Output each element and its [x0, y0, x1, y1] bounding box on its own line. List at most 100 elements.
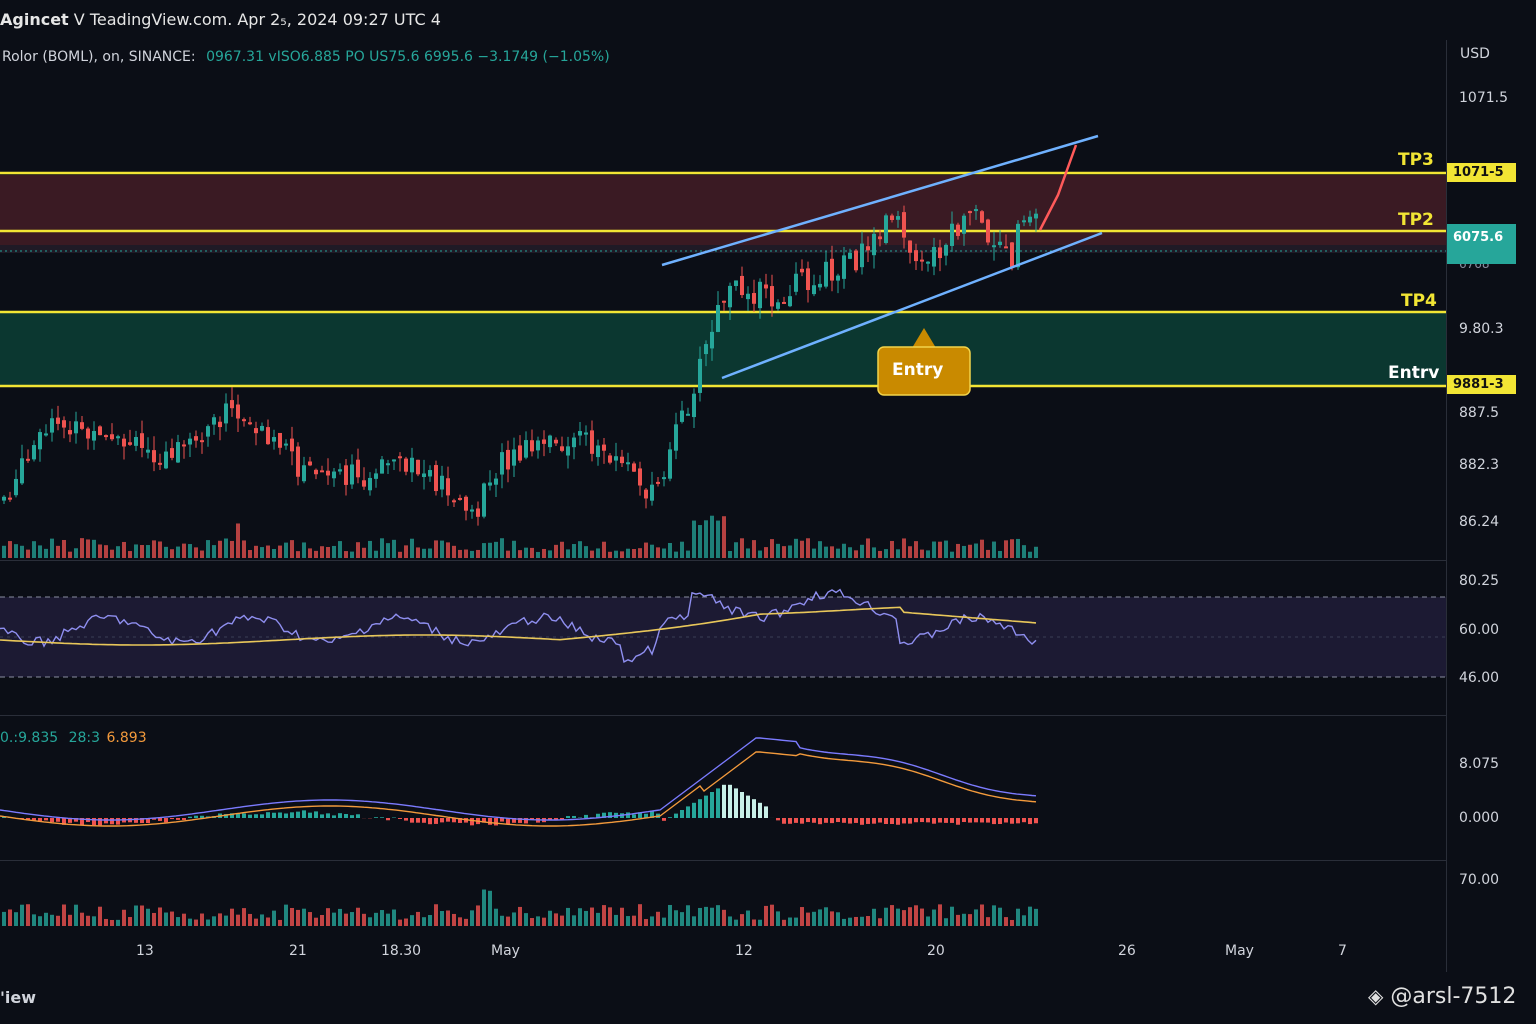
- volume-pane-bar: [770, 904, 774, 926]
- macd-histogram-bar: [1010, 818, 1014, 824]
- volume-pane-bar: [116, 919, 120, 926]
- candle-body: [278, 432, 282, 448]
- volume-pane-bar: [410, 915, 414, 926]
- symbol-legend[interactable]: Rolor (BOML), on, SINANCE: 0967.31 vISO6…: [2, 49, 610, 65]
- candle-body: [746, 293, 750, 300]
- volume-bar: [728, 551, 732, 558]
- volume-pane-bar: [878, 918, 882, 926]
- macd-histogram-bar: [554, 818, 558, 821]
- candle-body: [434, 465, 438, 492]
- time-axis[interactable]: 13 21 18.30 May 12 20 26 May 7: [0, 938, 1446, 972]
- candle-body: [446, 478, 450, 496]
- tp3-price-tag: 1071-5: [1447, 163, 1516, 182]
- candle-body: [662, 477, 666, 480]
- volume-pane-bar: [830, 911, 834, 926]
- volume-pane-bar: [392, 909, 396, 926]
- macd-histogram-bar: [1016, 818, 1020, 824]
- rsi-tick: 80.25: [1459, 573, 1500, 589]
- volume-pane-bar: [1010, 919, 1014, 926]
- macd-histogram-bar: [836, 818, 840, 823]
- candle-body: [680, 410, 684, 422]
- volume-bar: [128, 551, 132, 558]
- volume-pane-bar: [272, 910, 276, 926]
- volume-pane-bar: [578, 908, 582, 926]
- volume-pane-bar: [860, 916, 864, 926]
- macd-histogram-bar: [56, 818, 60, 822]
- volume-bar: [1028, 551, 1032, 558]
- candle-body: [800, 268, 804, 273]
- candle-body: [986, 219, 990, 243]
- candle-body: [68, 430, 72, 435]
- volume-pane-bar: [920, 908, 924, 926]
- candle-body: [440, 475, 444, 490]
- volume-pane-bar: [974, 909, 978, 926]
- pane-separator[interactable]: [0, 560, 1446, 561]
- entry-callout-text: Entry: [892, 360, 944, 380]
- candle-body: [896, 216, 900, 220]
- macd-histogram-bar: [332, 815, 336, 818]
- volume-pane-bar: [764, 905, 768, 926]
- macd-histogram-bar: [944, 818, 948, 823]
- volume-pane-bar: [518, 906, 522, 926]
- macd-histogram-bar: [848, 818, 852, 824]
- macd-histogram-bar: [314, 811, 318, 818]
- macd-histogram-bar: [98, 818, 102, 826]
- volume-bar: [950, 551, 954, 558]
- candle-body: [698, 358, 702, 393]
- volume-bar: [140, 545, 144, 558]
- candle-body: [146, 449, 150, 453]
- pane-separator[interactable]: [0, 715, 1446, 716]
- volume-bar: [56, 545, 60, 558]
- macd-histogram-bar: [194, 815, 198, 818]
- volume-bar: [1004, 540, 1008, 558]
- volume-bar: [494, 541, 498, 558]
- volume-pane-bar: [986, 917, 990, 926]
- tradingview-logo-text[interactable]: 'iew: [0, 988, 37, 1007]
- volume-bar: [404, 545, 408, 558]
- candle-body: [524, 440, 528, 458]
- volume-pane-bar: [62, 904, 66, 926]
- signal-line: [0, 751, 1037, 827]
- volume-bar: [746, 548, 750, 558]
- volume-bar: [782, 546, 786, 558]
- volume-pane-bar: [134, 905, 138, 926]
- candle-body: [956, 224, 960, 236]
- volume-bar: [926, 550, 930, 558]
- entry-callout[interactable]: [877, 328, 971, 396]
- volume-bar: [866, 538, 870, 558]
- candle-body: [740, 275, 744, 296]
- price-scale[interactable]: [1446, 40, 1536, 972]
- candle-body: [968, 211, 972, 214]
- volume-bar: [908, 546, 912, 558]
- pane-separator[interactable]: [0, 860, 1446, 861]
- candle-body: [1034, 213, 1038, 219]
- candle-body: [560, 446, 564, 451]
- volume-pane-bar: [926, 916, 930, 926]
- macd-histogram-bar: [806, 818, 810, 823]
- candle-body: [962, 215, 966, 234]
- volume-pane-bar: [44, 912, 48, 926]
- macd-histogram-bar: [530, 818, 534, 820]
- macd-histogram-bar: [728, 784, 732, 818]
- volume-pane-bar: [692, 916, 696, 926]
- binance-icon: ◈: [1368, 984, 1384, 1008]
- macd-histogram-bar: [860, 818, 864, 825]
- macd-line: [0, 737, 1037, 821]
- macd-histogram-bar: [74, 818, 78, 822]
- macd-histogram-bar: [740, 792, 744, 818]
- macd-tick: 0.000: [1459, 810, 1500, 826]
- macd-histogram-bar: [896, 818, 900, 825]
- time-tick: 26: [1118, 943, 1136, 959]
- macd-histogram-bar: [512, 818, 516, 823]
- candle-body: [158, 462, 162, 465]
- volume-bar: [296, 551, 300, 558]
- macd-legend[interactable]: 0.:9.835 28:3 6.893: [0, 730, 147, 746]
- volume-pane-bar: [104, 918, 108, 926]
- volume-bar: [584, 546, 588, 558]
- volume-bar: [182, 543, 186, 558]
- volume-pane-bar: [710, 907, 714, 926]
- volume-pane-bar: [224, 915, 228, 926]
- macd-histogram-bar: [92, 818, 96, 826]
- volume-pane-bar: [812, 911, 816, 926]
